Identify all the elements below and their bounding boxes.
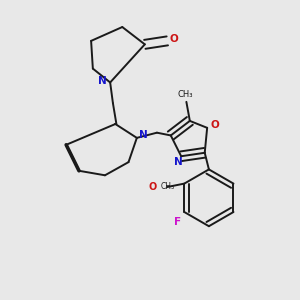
Text: CH₃: CH₃	[178, 90, 194, 99]
Text: CH₃: CH₃	[161, 182, 175, 191]
Text: O: O	[170, 34, 178, 44]
Text: O: O	[210, 120, 219, 130]
Text: O: O	[148, 182, 157, 192]
Text: N: N	[139, 130, 147, 140]
Text: N: N	[174, 158, 183, 167]
Text: F: F	[174, 218, 181, 227]
Text: N: N	[98, 76, 107, 86]
